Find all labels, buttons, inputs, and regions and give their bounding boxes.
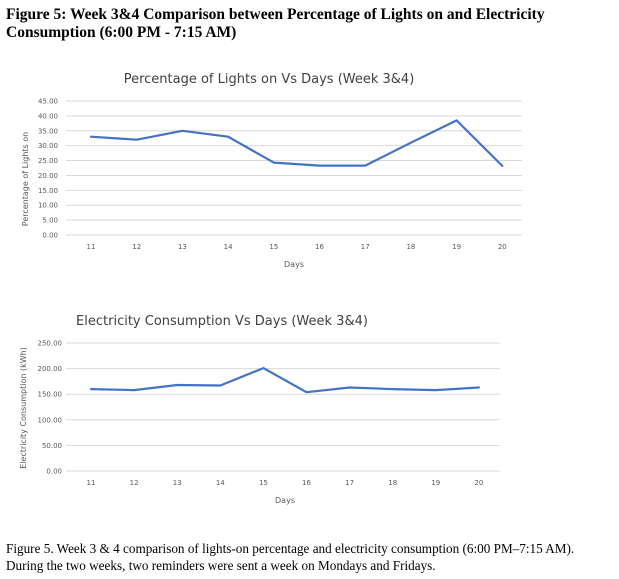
lights-on-x-tick-label: 20 [498, 243, 507, 251]
lights-on-x-ticks: 11 12 13 14 15 16 17 18 19 20 [87, 243, 507, 251]
lights-on-y-tick-label: 25.00 [38, 157, 58, 165]
lights-on-y-tick-label: 5.00 [42, 217, 58, 225]
lights-on-chart-title: Percentage of Lights on Vs Days (Week 3&… [124, 72, 415, 87]
lights-on-y-ticks: 0.00 5.00 10.00 15.00 20.00 25.00 30.00 35.00 40… [38, 98, 58, 240]
figure-caption: Figure 5. Week 3 & 4 comparison of light… [6, 541, 575, 573]
electricity-x-ticks: 11 12 13 14 15 16 17 18 19 20 [87, 479, 484, 487]
electricity-gridlines [66, 342, 500, 472]
electricity-y-tick-label: 200.00 [38, 365, 63, 373]
lights-on-y-tick-label: 0.00 [42, 232, 58, 240]
lights-on-x-tick-label: 17 [361, 243, 370, 251]
lights-on-x-tick-label: 16 [315, 243, 324, 251]
electricity-y-tick-label: 100.00 [38, 416, 63, 424]
lights-on-y-tick-label: 40.00 [38, 112, 58, 120]
electricity-x-tick-label: 16 [302, 479, 311, 487]
lights-on-x-tick-label: 19 [452, 243, 461, 251]
electricity-x-tick-label: 14 [216, 479, 225, 487]
figure-title: Figure 5: Week 3&4 Comparison between Pe… [6, 6, 545, 41]
electricity-y-ticks: 0.00 50.00 100.00 150.00 200.00 250.00 [38, 340, 63, 476]
electricity-x-tick-label: 19 [431, 479, 440, 487]
lights-on-x-tick-label: 13 [178, 243, 187, 251]
electricity-chart-title: Electricity Consumption Vs Days (Week 3&… [76, 314, 368, 329]
electricity-y-tick-label: 250.00 [38, 340, 63, 348]
electricity-x-tick-label: 13 [173, 479, 182, 487]
electricity-x-tick-label: 12 [130, 479, 139, 487]
lights-on-y-tick-label: 35.00 [38, 127, 58, 135]
electricity-y-tick-label: 50.00 [42, 442, 62, 450]
lights-on-gridlines [66, 100, 522, 236]
electricity-chart: Electricity Consumption Vs Days (Week 3&… [19, 314, 500, 505]
lights-on-x-tick-label: 18 [406, 243, 415, 251]
lights-on-x-tick-label: 14 [224, 243, 233, 251]
lights-on-x-tick-label: 11 [87, 243, 96, 251]
lights-on-y-tick-label: 10.00 [38, 202, 58, 210]
electricity-x-tick-label: 17 [345, 479, 354, 487]
electricity-x-tick-label: 20 [474, 479, 483, 487]
electricity-x-tick-label: 18 [388, 479, 397, 487]
lights-on-y-axis-title: Percentage of Lights on [21, 132, 30, 226]
electricity-y-tick-label: 150.00 [38, 391, 63, 399]
electricity-y-axis-title: Electricity Consumption (kWh) [19, 347, 28, 469]
lights-on-series-line [89, 119, 504, 168]
lights-on-y-tick-label: 20.00 [38, 172, 58, 180]
electricity-x-tick-label: 15 [259, 479, 268, 487]
lights-on-y-tick-label: 15.00 [38, 187, 58, 195]
electricity-y-tick-label: 0.00 [46, 468, 62, 476]
electricity-series-line [89, 366, 480, 394]
electricity-x-axis-title: Days [275, 496, 295, 505]
lights-on-x-tick-label: 12 [132, 243, 141, 251]
lights-on-chart: Percentage of Lights on Vs Days (Week 3&… [21, 72, 522, 269]
lights-on-y-tick-label: 30.00 [38, 142, 58, 150]
lights-on-y-tick-label: 45.00 [38, 98, 58, 106]
lights-on-x-axis-title: Days [284, 260, 304, 269]
electricity-x-tick-label: 11 [87, 479, 96, 487]
lights-on-x-tick-label: 15 [269, 243, 278, 251]
